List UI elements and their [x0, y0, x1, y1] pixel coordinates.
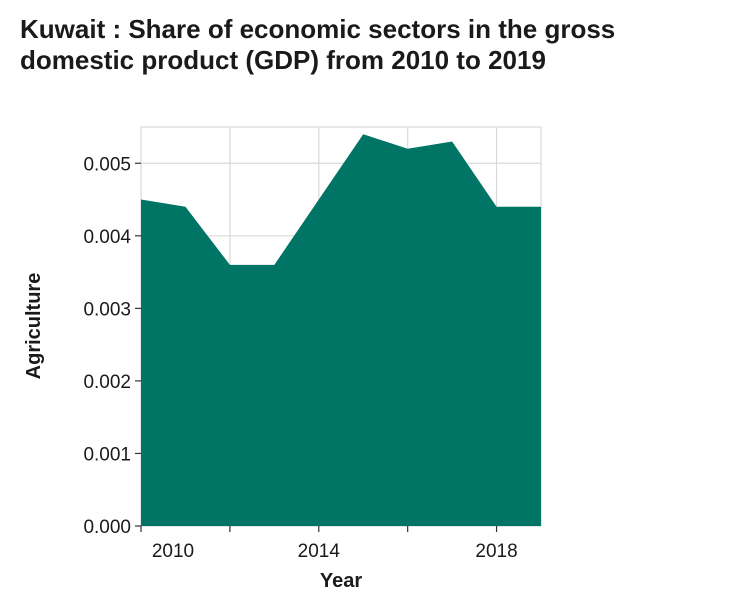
x-axis-ticks: 2010 2014 2018 [140, 526, 518, 562]
y-tick-label: 0.000 [83, 517, 131, 538]
y-axis-label: Agriculture [23, 273, 45, 380]
y-tick-label: 0.004 [83, 227, 131, 248]
y-tick-label: 0.005 [83, 154, 131, 175]
x-tick-label: 2018 [475, 541, 517, 562]
chart-title: Kuwait : Share of economic sectors in th… [20, 14, 616, 75]
y-tick-label: 0.003 [83, 299, 131, 320]
x-axis-label: Year [320, 570, 362, 592]
y-tick-label: 0.002 [83, 372, 131, 393]
x-tick-label: 2010 [152, 541, 194, 562]
x-tick-label: 2014 [298, 541, 341, 562]
y-axis-ticks: 0.000 0.001 0.002 0.003 0.004 0.005 [83, 154, 141, 538]
y-tick-label: 0.001 [83, 444, 131, 465]
series-area [141, 134, 541, 526]
